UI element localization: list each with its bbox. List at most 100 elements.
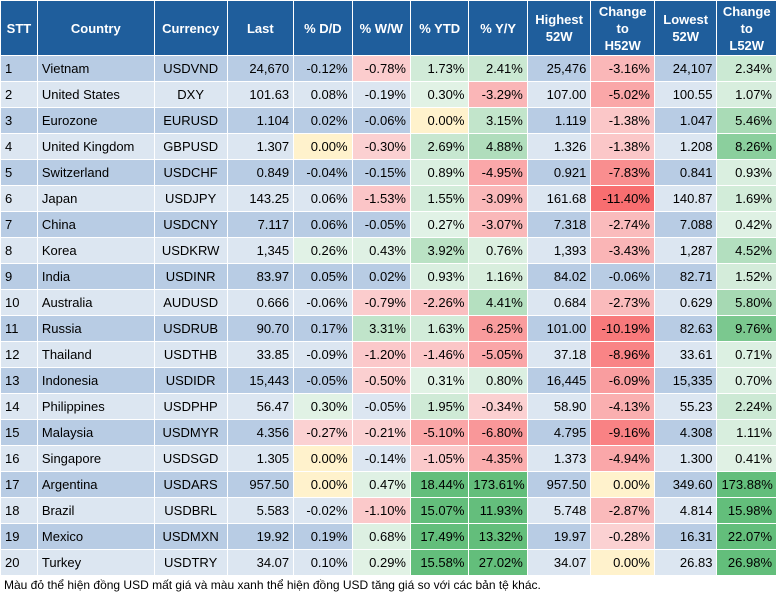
- table-row[interactable]: 7 China USDCNY 7.117 0.06% -0.05% 0.27% -3.07% 7…: [0, 211, 777, 238]
- header-highest-52w[interactable]: Highest 52W: [526, 0, 592, 56]
- cell-ww: -0.05%: [351, 393, 412, 420]
- cell-ytd: -5.10%: [409, 419, 470, 446]
- cell-stt: 15: [0, 419, 38, 446]
- table-row[interactable]: 10 Australia AUDUSD 0.666 -0.06% -0.79% -2.26%…: [0, 289, 777, 316]
- cell-change-to-l52w: 0.41%: [716, 445, 777, 472]
- cell-stt: 9: [0, 263, 38, 290]
- table-row[interactable]: 6 Japan USDJPY 143.25 0.06% -1.53% 1.55% -3.09%…: [0, 185, 777, 212]
- table-row[interactable]: 4 United Kingdom GBPUSD 1.307 0.00% -0.30% 2.6…: [0, 133, 777, 160]
- table-row[interactable]: 1 Vietnam USDVND 24,670 -0.12% -0.78% 1.73% 2.4…: [0, 55, 777, 82]
- cell-stt: 19: [0, 523, 38, 550]
- cell-currency: USDMXN: [153, 523, 228, 550]
- cell-currency: USDINR: [153, 263, 228, 290]
- cell-last: 0.666: [226, 289, 295, 316]
- cell-last: 0.849: [226, 159, 295, 186]
- cell-currency: DXY: [153, 81, 228, 108]
- cell-dd: 0.05%: [293, 263, 353, 290]
- cell-last: 1.305: [226, 445, 295, 472]
- cell-change-to-h52w: -8.96%: [590, 341, 655, 368]
- cell-country: United Kingdom: [36, 133, 155, 160]
- table-row[interactable]: 15 Malaysia USDMYR 4.356 -0.27% -0.21% -5.10% -…: [0, 419, 777, 446]
- table-row[interactable]: 17 Argentina USDARS 957.50 0.00% 0.47% 18.44% 1…: [0, 471, 777, 498]
- cell-dd: -0.02%: [293, 497, 353, 524]
- cell-ww: -0.14%: [351, 445, 412, 472]
- table-row[interactable]: 9 India USDINR 83.97 0.05% 0.02% 0.93% 1.16% 84.…: [0, 263, 777, 290]
- cell-highest-52w: 5.748: [526, 497, 592, 524]
- cell-currency: USDSGD: [153, 445, 228, 472]
- cell-ytd: 0.89%: [409, 159, 470, 186]
- cell-ww: -0.19%: [351, 81, 412, 108]
- cell-country: Indonesia: [36, 367, 155, 394]
- cell-change-to-l52w: 173.88%: [716, 471, 777, 498]
- cell-highest-52w: 957.50: [526, 471, 592, 498]
- cell-change-to-h52w: -6.09%: [590, 367, 655, 394]
- table-row[interactable]: 11 Russia USDRUB 90.70 0.17% 3.31% 1.63% -6.25%…: [0, 315, 777, 342]
- cell-ytd: 15.07%: [409, 497, 470, 524]
- cell-country: Malaysia: [36, 419, 155, 446]
- cell-yy: -3.09%: [468, 185, 528, 212]
- header-change-to-l52w[interactable]: Change to L52W: [716, 0, 777, 56]
- header-ytd[interactable]: % YTD: [409, 0, 470, 56]
- header-last[interactable]: Last: [226, 0, 295, 56]
- cell-stt: 20: [0, 549, 38, 576]
- header-country[interactable]: Country: [36, 0, 155, 56]
- cell-stt: 12: [0, 341, 38, 368]
- cell-change-to-l52w: 5.46%: [716, 107, 777, 134]
- cell-ytd: 18.44%: [409, 471, 470, 498]
- cell-change-to-h52w: -0.28%: [590, 523, 655, 550]
- header-change-to-h52w[interactable]: Change to H52W: [590, 0, 655, 56]
- cell-ww: 3.31%: [351, 315, 412, 342]
- cell-change-to-h52w: -4.13%: [590, 393, 655, 420]
- cell-highest-52w: 1,393: [526, 237, 592, 264]
- cell-dd: -0.27%: [293, 419, 353, 446]
- table-row[interactable]: 5 Switzerland USDCHF 0.849 -0.04% -0.15% 0.89%…: [0, 159, 777, 186]
- header-ww[interactable]: % W/W: [351, 0, 412, 56]
- cell-highest-52w: 161.68: [526, 185, 592, 212]
- cell-ww: -1.53%: [351, 185, 412, 212]
- header-highest-52w-line1: Highest: [535, 12, 583, 27]
- table-row[interactable]: 20 Turkey USDTRY 34.07 0.10% 0.29% 15.58% 27.02…: [0, 549, 777, 576]
- header-currency[interactable]: Currency: [153, 0, 228, 56]
- cell-change-to-l52w: 26.98%: [716, 549, 777, 576]
- cell-stt: 11: [0, 315, 38, 342]
- cell-yy: -3.29%: [468, 81, 528, 108]
- cell-change-to-l52w: 1.69%: [716, 185, 777, 212]
- header-stt[interactable]: STT: [0, 0, 38, 56]
- table-row[interactable]: 14 Philippines USDPHP 56.47 0.30% -0.05% 1.95%…: [0, 393, 777, 420]
- cell-change-to-h52w: -11.40%: [590, 185, 655, 212]
- cell-last: 15,443: [226, 367, 295, 394]
- cell-dd: -0.05%: [293, 367, 353, 394]
- table-row[interactable]: 18 Brazil USDBRL 5.583 -0.02% -1.10% 15.07% 11.…: [0, 497, 777, 524]
- cell-yy: 0.76%: [468, 237, 528, 264]
- cell-ytd: 1.73%: [409, 55, 470, 82]
- table-row[interactable]: 16 Singapore USDSGD 1.305 0.00% -0.14% -1.05% -…: [0, 445, 777, 472]
- cell-change-to-h52w: -2.87%: [590, 497, 655, 524]
- cell-last: 24,670: [226, 55, 295, 82]
- cell-change-to-l52w: 8.26%: [716, 133, 777, 160]
- cell-stt: 10: [0, 289, 38, 316]
- header-yy[interactable]: % Y/Y: [468, 0, 528, 56]
- cell-ww: 0.43%: [351, 237, 412, 264]
- header-dd[interactable]: % D/D: [293, 0, 353, 56]
- cell-currency: USDTHB: [153, 341, 228, 368]
- cell-highest-52w: 84.02: [526, 263, 592, 290]
- cell-change-to-h52w: -1.38%: [590, 133, 655, 160]
- cell-change-to-h52w: -7.83%: [590, 159, 655, 186]
- cell-stt: 1: [0, 55, 38, 82]
- header-change-to-l52w-line1: Change: [722, 3, 771, 19]
- table-row[interactable]: 13 Indonesia USDIDR 15,443 -0.05% -0.50% 0.31%…: [0, 367, 777, 394]
- table-row[interactable]: 8 Korea USDKRW 1,345 0.26% 0.43% 3.92% 0.76% 1,3…: [0, 237, 777, 264]
- cell-currency: GBPUSD: [153, 133, 228, 160]
- cell-highest-52w: 1.326: [526, 133, 592, 160]
- cell-stt: 17: [0, 471, 38, 498]
- cell-highest-52w: 37.18: [526, 341, 592, 368]
- cell-stt: 7: [0, 211, 38, 238]
- cell-stt: 14: [0, 393, 38, 420]
- table-row[interactable]: 19 Mexico USDMXN 19.92 0.19% 0.68% 17.49% 13.32…: [0, 523, 777, 550]
- table-row[interactable]: 12 Thailand USDTHB 33.85 -0.09% -1.20% -1.46% -…: [0, 341, 777, 368]
- table-row[interactable]: 3 Eurozone EURUSD 1.104 0.02% -0.06% 0.00% 3.15…: [0, 107, 777, 134]
- cell-ytd: 17.49%: [409, 523, 470, 550]
- header-lowest-52w[interactable]: Lowest 52W: [653, 0, 718, 56]
- table-row[interactable]: 2 United States DXY 101.63 0.08% -0.19% 0.30% -…: [0, 81, 777, 108]
- cell-change-to-l52w: 9.76%: [716, 315, 777, 342]
